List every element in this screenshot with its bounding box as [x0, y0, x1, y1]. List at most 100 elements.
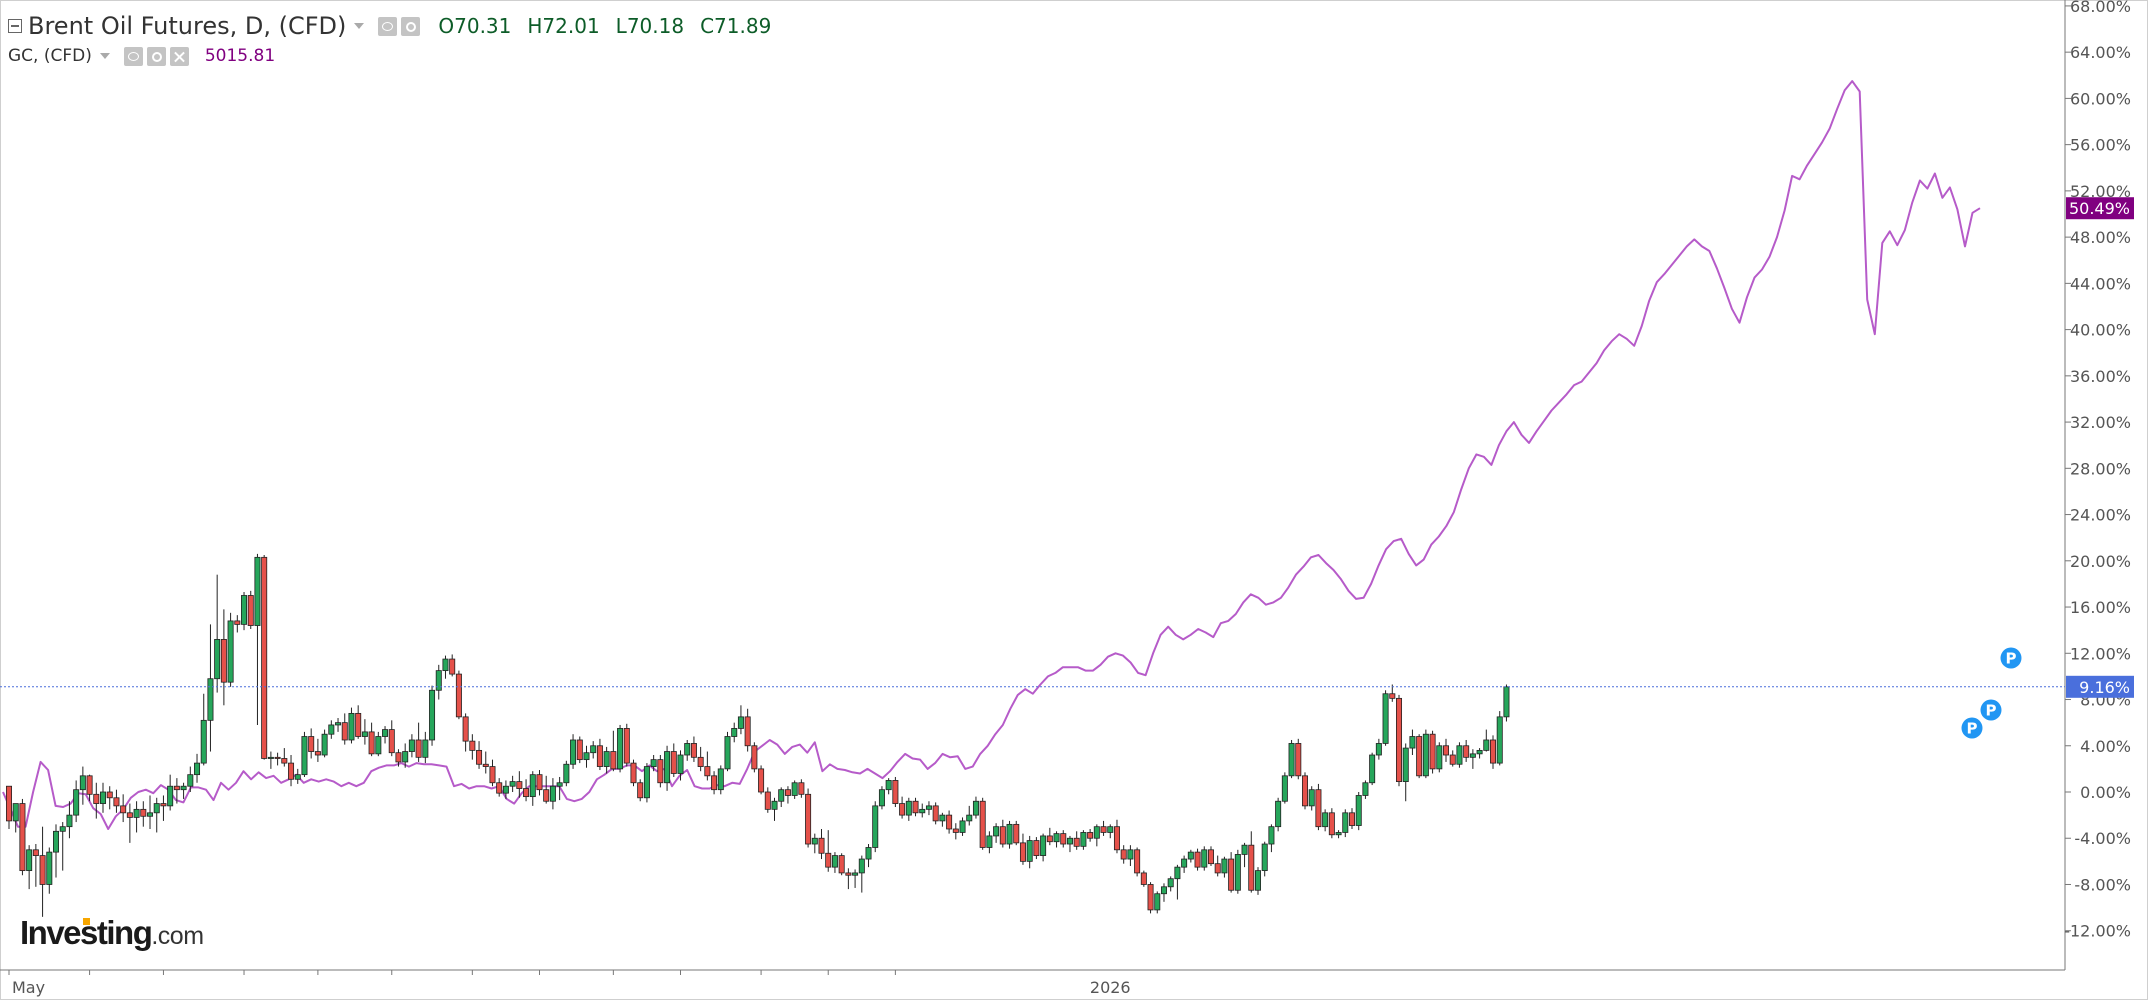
- candle-body: [1174, 866, 1181, 880]
- candle: [1469, 749, 1476, 769]
- candle-body: [496, 782, 503, 794]
- candle-body: [126, 812, 133, 818]
- chevron-down-icon[interactable]: [99, 53, 110, 59]
- candle-body: [1328, 812, 1335, 836]
- candle-body: [86, 775, 93, 795]
- candle: [1382, 690, 1389, 746]
- candle: [576, 736, 583, 764]
- candle-body: [348, 712, 355, 741]
- candle-body: [939, 814, 946, 822]
- candle: [563, 760, 570, 787]
- eye-icon[interactable]: [378, 16, 398, 36]
- candle-body: [549, 785, 556, 802]
- candle-body: [241, 595, 248, 625]
- y-tick-label: 16.00%: [2070, 598, 2131, 617]
- candle-body: [1013, 823, 1020, 844]
- candle-body: [805, 793, 812, 845]
- candle-body: [375, 736, 382, 755]
- candle: [838, 853, 845, 876]
- candle: [1496, 711, 1503, 766]
- candle-body: [402, 751, 409, 763]
- candle-body: [617, 728, 624, 770]
- candle: [617, 724, 624, 773]
- candle-body: [382, 729, 389, 737]
- candle: [1248, 831, 1255, 893]
- candle: [1416, 734, 1423, 779]
- low-value: L70.18: [615, 14, 685, 38]
- candle-body: [1181, 858, 1188, 868]
- candle: [536, 770, 543, 796]
- candle-body: [576, 739, 583, 761]
- collapse-icon[interactable]: [8, 19, 22, 33]
- candle: [831, 852, 838, 873]
- svg-text:P: P: [2006, 650, 2017, 668]
- candle: [758, 765, 765, 795]
- eye-icon[interactable]: [123, 46, 143, 66]
- candle: [811, 833, 818, 854]
- candle-body: [1154, 893, 1161, 911]
- candle-body: [449, 658, 456, 675]
- candle: [1281, 772, 1288, 804]
- gear-icon[interactable]: [146, 46, 166, 66]
- candle: [261, 555, 268, 760]
- candle-body: [294, 774, 301, 780]
- candle-body: [751, 745, 758, 770]
- candle: [1093, 824, 1100, 847]
- candle-body: [1261, 843, 1268, 872]
- candle: [220, 609, 227, 706]
- candle-body: [536, 774, 543, 791]
- candle-body: [509, 781, 516, 787]
- candle-body: [570, 739, 577, 765]
- chevron-down-icon[interactable]: [354, 23, 365, 29]
- candle-body: [1449, 754, 1456, 765]
- candle-body: [670, 751, 677, 774]
- gear-icon[interactable]: [401, 16, 421, 36]
- candle: [1402, 743, 1409, 802]
- candle: [677, 750, 684, 781]
- comparison-legend: GC, (CFD) 5015.81: [8, 46, 275, 66]
- candle: [630, 759, 637, 787]
- y-tick-label: -4.00%: [2074, 829, 2131, 848]
- y-tick-label: -12.00%: [2064, 922, 2131, 941]
- candle: [925, 801, 932, 816]
- candle: [1490, 735, 1497, 769]
- candle-body: [1375, 743, 1382, 756]
- candle-body: [784, 789, 791, 796]
- candle-body: [1100, 826, 1107, 833]
- candle: [281, 748, 288, 767]
- candle-body: [972, 800, 979, 816]
- candle-body: [1147, 884, 1154, 911]
- candle-body: [724, 736, 731, 770]
- candle-body: [543, 789, 550, 802]
- candle: [187, 766, 194, 792]
- candle: [771, 797, 778, 821]
- candle-body: [664, 751, 671, 784]
- close-icon[interactable]: [169, 46, 189, 66]
- candle-body: [1476, 749, 1483, 755]
- candle-body: [422, 739, 429, 758]
- candle-body: [1187, 851, 1194, 860]
- candle-body: [643, 766, 650, 799]
- candle-body: [1026, 840, 1033, 862]
- candle: [147, 795, 154, 829]
- candle-body: [361, 731, 368, 737]
- candle-body: [905, 800, 912, 816]
- candle: [133, 801, 140, 833]
- candle-body: [133, 808, 140, 818]
- candle: [865, 844, 872, 868]
- candle-body: [590, 745, 597, 754]
- candle: [1355, 792, 1362, 831]
- y-tick-label: 64.00%: [2070, 43, 2131, 62]
- open-value: O70.31: [438, 14, 512, 38]
- candle: [1268, 824, 1275, 853]
- candle-body: [160, 803, 167, 807]
- candle-body: [865, 847, 872, 860]
- y-tick-label: 28.00%: [2070, 459, 2131, 478]
- candle: [355, 705, 362, 739]
- candle-body: [1140, 872, 1147, 885]
- candle: [858, 855, 865, 893]
- candle-body: [1040, 835, 1047, 856]
- candle-body: [529, 774, 536, 798]
- gc-line: [2, 80, 1981, 830]
